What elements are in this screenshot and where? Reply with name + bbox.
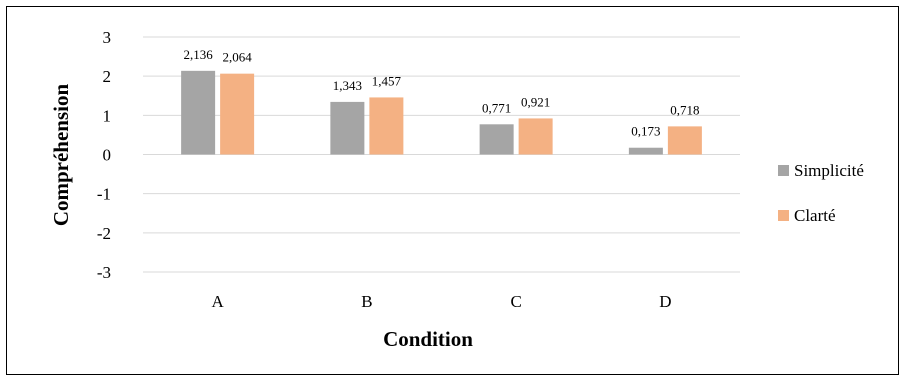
legend: Simplicité Clarté <box>778 161 864 225</box>
data-labels: 2,136 2,064 1,343 1,457 0,771 0,921 0,173 0,718 <box>184 47 700 139</box>
data-label: 2,064 <box>223 50 253 65</box>
chart-frame <box>6 6 899 375</box>
bar <box>330 101 365 155</box>
bar <box>479 124 514 155</box>
x-tick-label: C <box>510 292 521 311</box>
legend-swatch <box>778 165 789 176</box>
y-tick-label: 1 <box>103 106 112 125</box>
bar <box>181 70 216 155</box>
y-axis-title: Compréhension <box>49 84 73 227</box>
bars <box>181 70 702 155</box>
y-tick-label: -1 <box>97 185 111 204</box>
y-tick-label: 0 <box>103 146 112 165</box>
y-tick-label: 2 <box>103 67 112 86</box>
data-label: 0,718 <box>670 102 699 117</box>
legend-swatch <box>778 210 789 221</box>
data-label: 1,343 <box>333 78 362 93</box>
x-tick-label: D <box>659 292 671 311</box>
y-tick-label: -2 <box>97 224 111 243</box>
data-label: 1,457 <box>372 73 402 88</box>
y-tick-label: 3 <box>103 28 112 47</box>
bar <box>518 118 553 155</box>
legend-entry: Simplicité <box>794 161 864 180</box>
bar <box>667 126 702 155</box>
data-label: 2,136 <box>184 47 214 62</box>
bar <box>628 147 663 155</box>
legend-entry: Clarté <box>794 206 836 225</box>
bar <box>369 97 404 155</box>
y-tick-label: -3 <box>97 263 111 282</box>
bar <box>220 73 255 155</box>
x-tick-label: B <box>361 292 372 311</box>
data-label: 0,173 <box>631 124 660 139</box>
data-label: 0,921 <box>521 94 550 109</box>
y-tick-labels: -3 -2 -1 0 1 2 3 <box>97 28 111 282</box>
data-label: 0,771 <box>482 100 511 115</box>
x-axis-title: Condition <box>383 327 473 351</box>
x-tick-labels: A B C D <box>211 292 671 311</box>
x-tick-label: A <box>211 292 224 311</box>
